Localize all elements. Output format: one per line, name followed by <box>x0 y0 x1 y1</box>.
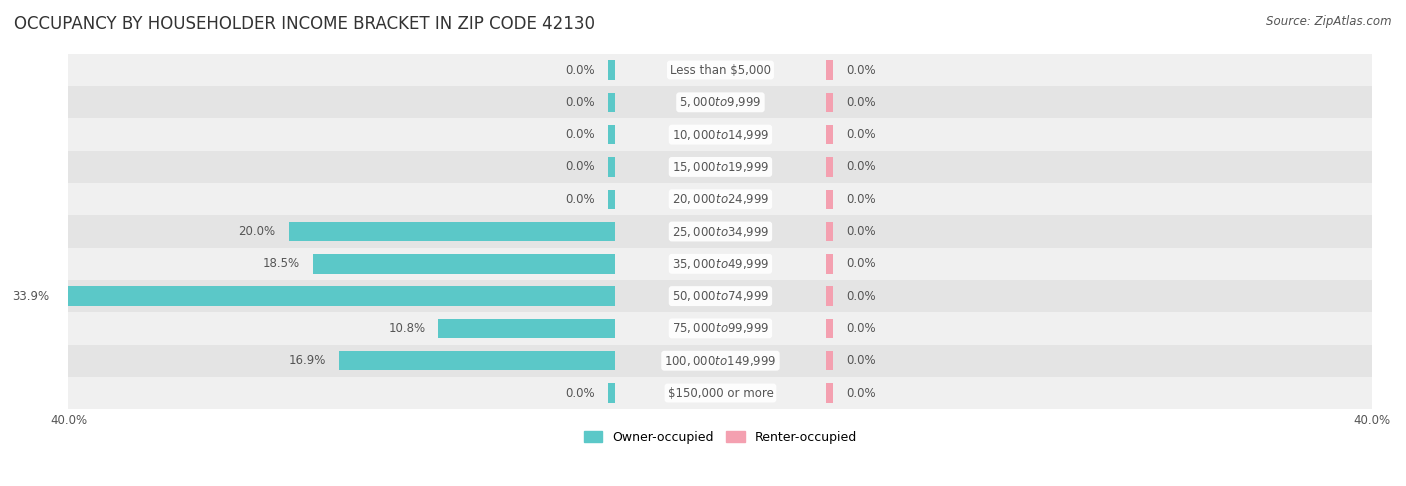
Text: $20,000 to $24,999: $20,000 to $24,999 <box>672 192 769 206</box>
Bar <box>827 351 832 370</box>
Bar <box>62 286 614 306</box>
Text: Source: ZipAtlas.com: Source: ZipAtlas.com <box>1267 15 1392 28</box>
Bar <box>439 319 614 338</box>
Bar <box>607 190 614 209</box>
Bar <box>69 151 1372 183</box>
Text: 0.0%: 0.0% <box>565 386 595 399</box>
Text: 0.0%: 0.0% <box>846 128 876 141</box>
Text: 18.5%: 18.5% <box>263 257 299 270</box>
Text: 0.0%: 0.0% <box>846 257 876 270</box>
Text: 0.0%: 0.0% <box>846 64 876 76</box>
Bar <box>607 60 614 80</box>
Bar <box>827 190 832 209</box>
Bar <box>69 280 1372 312</box>
Bar <box>827 319 832 338</box>
Bar <box>607 383 614 403</box>
Bar <box>827 60 832 80</box>
Text: 0.0%: 0.0% <box>846 354 876 367</box>
Text: $25,000 to $34,999: $25,000 to $34,999 <box>672 225 769 239</box>
Bar <box>69 345 1372 377</box>
Bar <box>607 125 614 144</box>
Text: 0.0%: 0.0% <box>846 193 876 206</box>
Text: 16.9%: 16.9% <box>288 354 326 367</box>
Text: 0.0%: 0.0% <box>846 96 876 109</box>
Text: 0.0%: 0.0% <box>846 322 876 335</box>
Bar <box>827 157 832 176</box>
Text: $35,000 to $49,999: $35,000 to $49,999 <box>672 257 769 271</box>
Bar <box>69 183 1372 215</box>
Bar <box>607 93 614 112</box>
Text: $75,000 to $99,999: $75,000 to $99,999 <box>672 321 769 335</box>
Text: 0.0%: 0.0% <box>565 96 595 109</box>
Text: 0.0%: 0.0% <box>565 64 595 76</box>
Text: OCCUPANCY BY HOUSEHOLDER INCOME BRACKET IN ZIP CODE 42130: OCCUPANCY BY HOUSEHOLDER INCOME BRACKET … <box>14 15 595 33</box>
Text: 0.0%: 0.0% <box>565 128 595 141</box>
Text: 0.0%: 0.0% <box>565 160 595 174</box>
Text: $150,000 or more: $150,000 or more <box>668 386 773 399</box>
Bar <box>827 93 832 112</box>
Bar <box>69 215 1372 248</box>
Text: 0.0%: 0.0% <box>565 193 595 206</box>
Text: $100,000 to $149,999: $100,000 to $149,999 <box>664 354 776 368</box>
Bar <box>69 248 1372 280</box>
Text: 0.0%: 0.0% <box>846 225 876 238</box>
Bar <box>827 222 832 241</box>
Bar <box>339 351 614 370</box>
Bar <box>69 86 1372 119</box>
Text: 0.0%: 0.0% <box>846 160 876 174</box>
Text: $15,000 to $19,999: $15,000 to $19,999 <box>672 160 769 174</box>
Text: 20.0%: 20.0% <box>239 225 276 238</box>
Text: 0.0%: 0.0% <box>846 290 876 303</box>
Bar <box>69 377 1372 409</box>
Bar <box>827 286 832 306</box>
Text: 0.0%: 0.0% <box>846 386 876 399</box>
Text: $5,000 to $9,999: $5,000 to $9,999 <box>679 95 762 109</box>
Text: Less than $5,000: Less than $5,000 <box>669 64 770 76</box>
Bar <box>827 254 832 274</box>
Bar <box>607 157 614 176</box>
Bar <box>69 54 1372 86</box>
Legend: Owner-occupied, Renter-occupied: Owner-occupied, Renter-occupied <box>579 426 862 449</box>
Bar <box>314 254 614 274</box>
Text: 33.9%: 33.9% <box>11 290 49 303</box>
Bar <box>69 119 1372 151</box>
Text: $10,000 to $14,999: $10,000 to $14,999 <box>672 128 769 141</box>
Text: 10.8%: 10.8% <box>388 322 426 335</box>
Bar <box>288 222 614 241</box>
Bar <box>827 383 832 403</box>
Text: $50,000 to $74,999: $50,000 to $74,999 <box>672 289 769 303</box>
Bar <box>69 312 1372 345</box>
Bar <box>827 125 832 144</box>
